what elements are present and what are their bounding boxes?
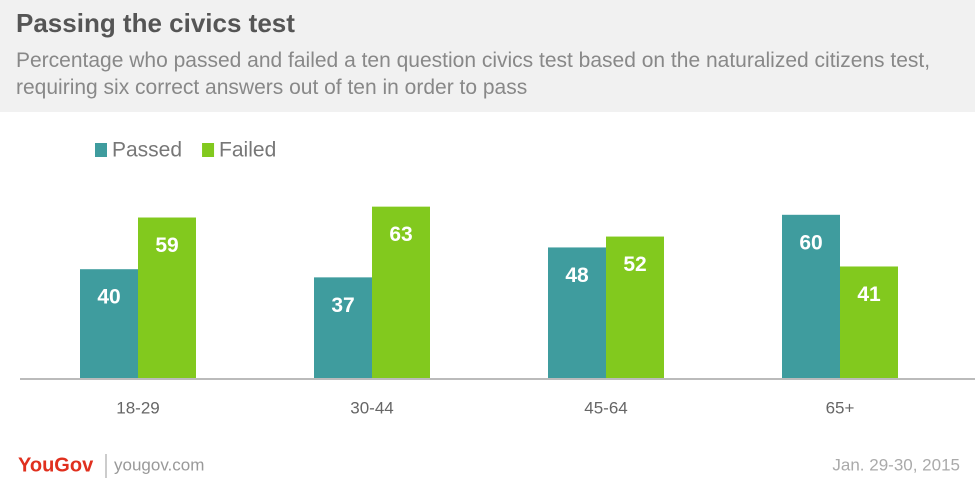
- x-tick-label: 65+: [826, 398, 855, 417]
- value-label: 48: [565, 264, 589, 287]
- bar: [80, 269, 138, 378]
- x-tick-label: 18-29: [116, 398, 159, 417]
- bar: [606, 236, 664, 378]
- value-label: 40: [97, 286, 120, 309]
- bar: [372, 206, 430, 378]
- x-tick-label: 30-44: [350, 398, 393, 417]
- bar: [314, 277, 372, 378]
- date: Jan. 29-30, 2015: [832, 455, 960, 474]
- value-label: 37: [331, 294, 354, 317]
- x-tick-label: 45-64: [584, 398, 627, 417]
- bar: [840, 266, 898, 378]
- header: Passing the civics test Percentage who p…: [0, 0, 975, 112]
- value-label: 52: [623, 253, 646, 276]
- value-label: 60: [799, 231, 822, 254]
- bar: [548, 247, 606, 378]
- value-label: 59: [155, 234, 178, 257]
- legend-label: Failed: [219, 139, 276, 162]
- bar: [138, 217, 196, 378]
- value-label: 63: [389, 223, 412, 246]
- chart-title: Passing the civics test: [16, 8, 295, 38]
- legend-label: Passed: [112, 139, 182, 162]
- value-label: 41: [857, 283, 881, 306]
- chart-subtitle: Percentage who passed and failed a ten q…: [16, 49, 931, 99]
- legend-swatch: [202, 143, 215, 157]
- source: yougov.com: [114, 455, 204, 474]
- legend-swatch: [95, 143, 107, 157]
- bar: [782, 214, 840, 378]
- brand-logo: YouGov: [18, 454, 94, 476]
